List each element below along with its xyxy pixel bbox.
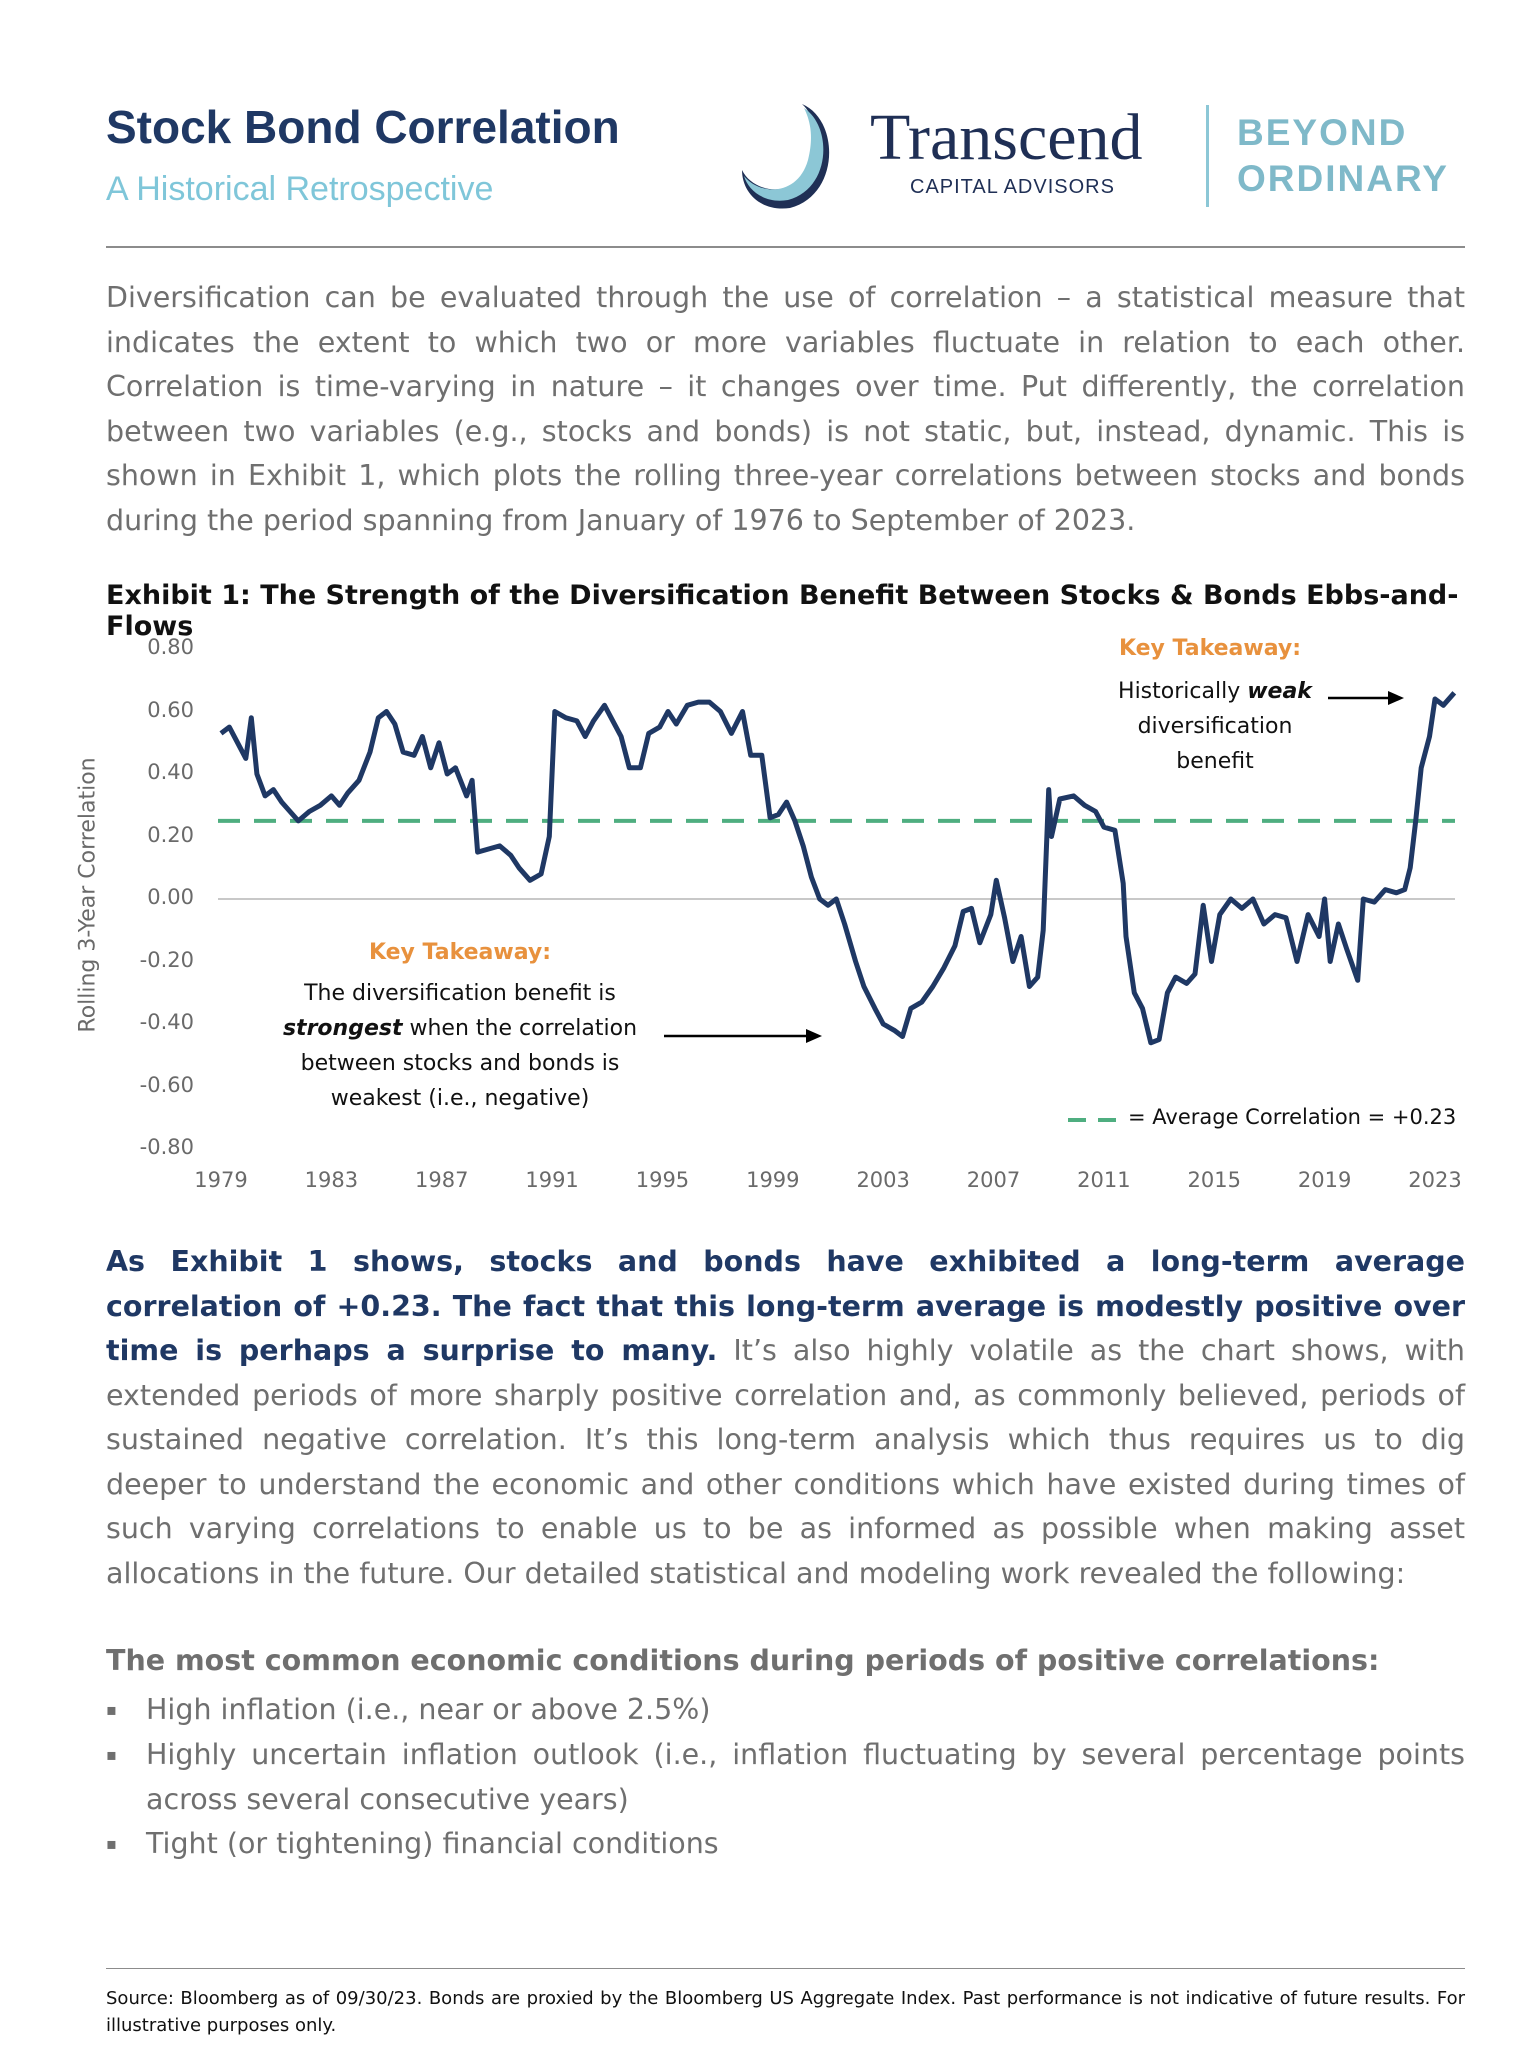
x-tick-label: 1979 <box>194 1168 248 1192</box>
key-takeaway-right-heading: Key Takeaway: <box>1118 636 1302 661</box>
y-tick-label: 0.20 <box>147 822 194 847</box>
annotation-line: strongest when the correlation <box>250 1011 670 1046</box>
legend-label: = Average Correlation = +0.23 <box>1128 1105 1457 1129</box>
key-takeaway-right-text: Historically weak diversification benefi… <box>1070 674 1360 779</box>
source-footnote: Source: Bloomberg as of 09/30/23. Bonds … <box>106 1988 1465 2036</box>
y-tick-label: 0.80 <box>147 635 194 659</box>
logo-tagline: BEYOND ORDINARY <box>1237 110 1449 202</box>
y-tick-label: 0.60 <box>147 697 194 722</box>
annotation-line: diversification <box>1137 714 1293 739</box>
arrow-head-icon <box>806 1029 822 1043</box>
annotation-emphasis: weak <box>1247 679 1312 704</box>
annotation-line: benefit <box>1176 749 1254 774</box>
header-divider <box>106 246 1465 248</box>
annotation-emphasis: strongest <box>282 1016 403 1041</box>
bullet-icon: ▪ <box>106 1745 117 1764</box>
condition-text: High inflation (i.e., near or above 2.5%… <box>146 1693 711 1726</box>
exhibit-title: Exhibit 1: The Strength of the Diversifi… <box>106 580 1459 642</box>
y-tick-label: -0.20 <box>139 947 194 972</box>
key-takeaway-left-heading: Key Takeaway: <box>368 940 552 965</box>
x-tick-label: 2003 <box>856 1168 910 1192</box>
annotation-line: The diversification benefit is <box>304 981 616 1006</box>
y-tick-label: -0.80 <box>139 1135 194 1159</box>
x-tick-label: 2015 <box>1187 1168 1241 1192</box>
x-tick-label: 1995 <box>635 1168 690 1192</box>
annotation-text: Historically <box>1118 679 1248 704</box>
annotation-line: Historically weak <box>1070 674 1360 709</box>
crescent-logo-icon <box>742 104 830 209</box>
analysis-paragraph: As Exhibit 1 shows, stocks and bonds hav… <box>106 1240 1465 1596</box>
analysis-text: It’s also highly volatile as the chart s… <box>106 1334 1465 1590</box>
x-tick-label: 1999 <box>746 1168 800 1192</box>
bullet-icon: ▪ <box>106 1834 117 1853</box>
tagline-line-2: ORDINARY <box>1237 158 1449 199</box>
correlation-series-line <box>219 691 1457 1046</box>
logo-subtitle: CAPITAL ADVISORS <box>910 176 1115 198</box>
annotation-line: weakest (i.e., negative) <box>330 1086 590 1111</box>
y-tick-label: -0.60 <box>139 1072 194 1097</box>
logo-divider <box>1206 105 1209 207</box>
condition-list-item: ▪ High inflation (i.e., near or above 2.5… <box>106 1688 1465 1733</box>
page-title: Stock Bond Correlation <box>106 101 620 153</box>
intro-paragraph: Diversification can be evaluated through… <box>106 281 1465 537</box>
bullet-icon: ▪ <box>106 1700 117 1719</box>
conditions-heading: The most common economic conditions duri… <box>106 1644 1380 1677</box>
x-tick-label: 1983 <box>304 1168 359 1192</box>
annotation-text: when the correlation <box>402 1016 638 1041</box>
page-subtitle: A Historical Retrospective <box>106 170 494 208</box>
x-tick-label: 2011 <box>1077 1168 1131 1192</box>
y-tick-label: 0.00 <box>147 885 194 909</box>
x-tick-label: 1991 <box>525 1168 579 1192</box>
y-tick-label: -0.40 <box>139 1010 194 1034</box>
x-tick-label: 2019 <box>1297 1168 1352 1192</box>
condition-text: Highly uncertain inflation outlook (i.e.… <box>146 1738 1465 1816</box>
correlation-chart <box>218 691 1457 1122</box>
key-takeaway-left-text: The diversification benefit is strongest… <box>250 976 670 1116</box>
arrow-head-icon <box>1388 691 1404 705</box>
footer-divider <box>106 1968 1465 1969</box>
condition-list-item: ▪ Tight (or tightening) financial conditi… <box>106 1822 1465 1867</box>
x-tick-label: 2007 <box>966 1168 1021 1192</box>
x-tick-label: 2023 <box>1408 1168 1462 1192</box>
condition-text: Tight (or tightening) financial conditio… <box>146 1827 719 1860</box>
analysis-highlight: As Exhibit 1 shows, stocks and bonds hav… <box>106 1245 1465 1367</box>
annotation-line: between stocks and bonds is <box>300 1051 620 1076</box>
x-tick-label: 1987 <box>414 1168 469 1192</box>
tagline-line-1: BEYOND <box>1237 112 1408 153</box>
company-logo: Transcend CAPITAL ADVISORS BEYOND ORDINA… <box>740 100 1470 220</box>
y-tick-label: 0.40 <box>147 760 194 784</box>
logo-name: Transcend <box>870 101 1143 174</box>
condition-list-item: ▪ Highly uncertain inflation outlook (i.e… <box>106 1733 1465 1822</box>
